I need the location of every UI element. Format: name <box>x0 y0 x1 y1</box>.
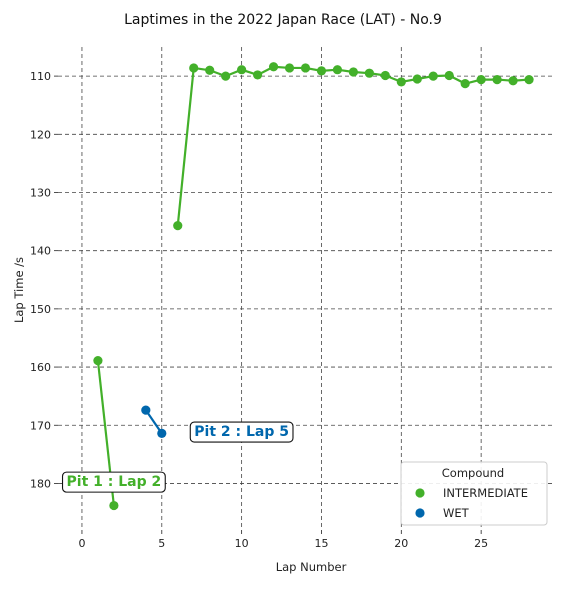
intermediate-point <box>173 221 183 231</box>
intermediate-point <box>348 67 359 77</box>
intermediate-point <box>396 77 406 87</box>
y-tick-label: 120 <box>30 128 51 141</box>
y-tick-label: 150 <box>30 303 51 316</box>
intermediate-point <box>460 79 470 89</box>
pit-annotation: Pit 2 : Lap 5 <box>189 421 294 443</box>
x-tick-label: 5 <box>158 537 165 550</box>
axis-ticks: 0 5 10 15 20 25 110 120 130 140 150 160 170 180 <box>30 70 488 550</box>
y-axis-title: Lap Time /s <box>12 257 26 323</box>
annotation-label: Pit 2 : Lap 5 <box>194 424 289 440</box>
intermediate-point <box>476 74 486 85</box>
annotations: Pit 1 : Lap 2 Pit 2 : Lap 5 <box>61 421 294 493</box>
intermediate-point <box>492 74 502 85</box>
intermediate-point <box>300 63 311 73</box>
intermediate-point <box>221 71 231 81</box>
annotation-box <box>61 471 166 493</box>
y-tick-label: 180 <box>30 477 51 490</box>
x-tick-label: 0 <box>78 537 85 550</box>
legend-box <box>400 461 548 526</box>
intermediate-point <box>189 63 199 73</box>
intermediate-point <box>412 74 422 84</box>
intermediate-point <box>364 68 374 78</box>
intermediate-point <box>444 70 454 81</box>
wet-line <box>144 409 163 435</box>
intermediate-point <box>380 70 390 81</box>
wet-point <box>157 428 167 438</box>
intermediate-point <box>316 66 327 76</box>
legend: Compound INTERMEDIATE WET <box>400 461 548 526</box>
x-tick-label: 15 <box>314 537 328 550</box>
x-axis-title: Lap Number <box>276 560 347 574</box>
legend-marker <box>415 508 425 518</box>
y-tick-label: 160 <box>30 361 51 374</box>
grid-lines <box>58 47 553 530</box>
data-series <box>93 62 534 511</box>
intermediate-point <box>508 76 518 86</box>
legend-title: Compound <box>442 466 504 480</box>
y-tick-label: 110 <box>30 70 51 83</box>
x-tick-label: 20 <box>394 537 408 550</box>
y-tick-label: 130 <box>30 186 51 199</box>
x-tick-label: 25 <box>474 537 488 550</box>
intermediate-point <box>524 74 534 85</box>
intermediate-point <box>268 62 279 72</box>
wet-point <box>141 405 151 415</box>
intermediate-point <box>237 65 247 75</box>
legend-marker <box>415 488 425 498</box>
legend-entry: WET <box>443 506 470 520</box>
intermediate-point <box>284 63 295 73</box>
intermediate-point <box>93 356 103 366</box>
intermediate-point <box>428 71 438 81</box>
pit-annotation: Pit 1 : Lap 2 <box>61 471 166 493</box>
intermediate-line <box>176 65 530 226</box>
intermediate-point <box>109 500 119 511</box>
y-tick-label: 140 <box>30 245 51 258</box>
intermediate-point <box>252 70 263 80</box>
chart-title: Laptimes in the 2022 Japan Race (LAT) - … <box>124 12 442 28</box>
annotation-label: Pit 1 : Lap 2 <box>67 474 162 490</box>
intermediate-point <box>332 65 343 75</box>
intermediate-point <box>205 65 215 75</box>
legend-entry: INTERMEDIATE <box>443 486 528 500</box>
y-tick-label: 170 <box>30 419 51 432</box>
annotation-box <box>189 421 294 443</box>
x-tick-label: 10 <box>235 537 249 550</box>
